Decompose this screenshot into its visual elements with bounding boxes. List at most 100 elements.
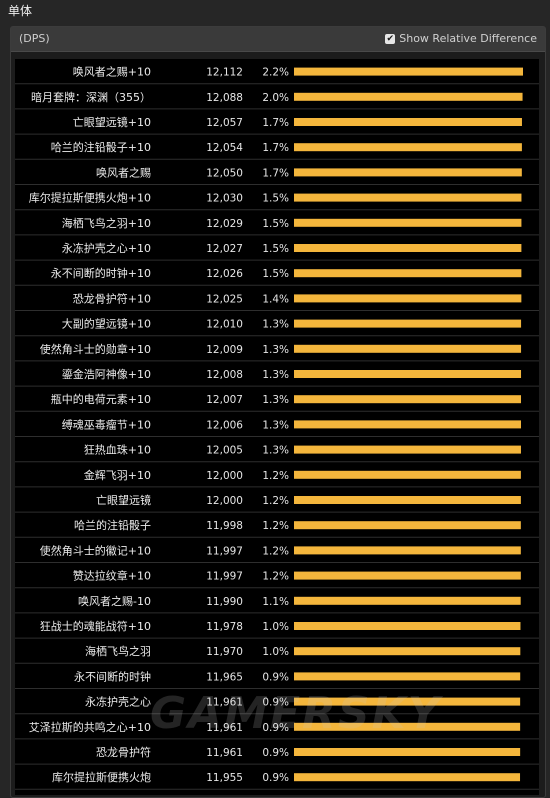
relative-diff-label: 0.9% — [262, 697, 289, 709]
relative-diff-label: 0.9% — [262, 747, 289, 759]
relative-diff-label: 1.3% — [262, 445, 289, 457]
category-label: 唤风者之赐-10 — [78, 594, 151, 608]
relative-diff-label: 1.3% — [262, 344, 289, 356]
relative-diff-label: 1.2% — [262, 571, 289, 583]
relative-diff-label: 1.5% — [262, 218, 289, 230]
checkbox-checked-icon[interactable]: ✔ — [385, 33, 396, 44]
panel-header: (DPS) ✔ Show Relative Difference — [11, 27, 545, 52]
category-label: 库尔提拉斯便携火炮 — [52, 770, 151, 784]
value-label: 11,965 — [206, 671, 243, 683]
bar — [294, 773, 521, 782]
relative-diff-label: 2.2% — [262, 67, 289, 79]
category-label: 永不间断的时钟 — [74, 669, 151, 683]
toggle-label: Show Relative Difference — [399, 32, 537, 45]
relative-diff-label: 1.1% — [262, 596, 289, 608]
relative-diff-label: 0.9% — [262, 722, 289, 734]
bar — [294, 622, 521, 630]
relative-diff-label: 1.2% — [262, 545, 289, 557]
value-label: 12,000 — [206, 495, 243, 507]
value-label: 12,005 — [206, 445, 243, 457]
value-label: 11,970 — [206, 646, 243, 658]
bar — [294, 344, 522, 353]
bar — [294, 370, 522, 378]
value-label: 12,006 — [206, 419, 243, 431]
relative-diff-label: 1.0% — [262, 621, 289, 633]
value-label: 12,007 — [206, 394, 243, 406]
bar — [294, 748, 521, 756]
chart-area: 唤风者之赐+10 12,112 2.2% 暗月套牌：深渊（355） 12,088 2.0%… — [15, 59, 539, 795]
category-label: 库尔提拉斯便携火炮+10 — [29, 191, 151, 205]
category-label: 艾泽拉斯的共鸣之心+10 — [29, 720, 151, 734]
bar — [294, 118, 522, 126]
metric-label: (DPS) — [19, 32, 50, 45]
category-label: 亡眼望远镜+10 — [73, 115, 151, 129]
relative-diff-label: 1.3% — [262, 419, 289, 431]
bar — [294, 92, 523, 101]
bar — [294, 722, 521, 731]
bar — [294, 596, 521, 605]
value-label: 12,050 — [206, 167, 243, 179]
bar — [294, 143, 522, 152]
show-relative-difference-toggle[interactable]: ✔ Show Relative Difference — [385, 32, 537, 45]
relative-diff-label: 1.5% — [262, 193, 289, 205]
value-label: 12,027 — [206, 243, 243, 255]
value-label: 12,029 — [206, 218, 243, 230]
category-label: 狂热血珠+10 — [84, 443, 151, 457]
bar — [294, 218, 522, 227]
value-label: 12,112 — [206, 67, 243, 79]
relative-diff-label: 0.9% — [262, 671, 289, 683]
category-label: 暗月套牌：深渊（355） — [31, 90, 151, 104]
value-label: 11,961 — [206, 722, 243, 734]
bar — [294, 244, 522, 252]
value-label: 12,010 — [206, 319, 243, 331]
category-label: 恐龙骨护符+10 — [73, 291, 151, 305]
category-label: 哈兰的注铅骰子+10 — [51, 140, 151, 154]
bar — [294, 67, 523, 76]
category-label: 永不间断的时钟+10 — [51, 266, 151, 280]
bar — [294, 470, 521, 479]
category-label: 海栖飞鸟之羽 — [85, 644, 151, 658]
relative-diff-label: 1.7% — [262, 142, 289, 154]
page-title: 单体 — [8, 4, 33, 18]
relative-diff-label: 2.0% — [262, 92, 289, 104]
relative-diff-label: 1.2% — [262, 495, 289, 507]
bar-chart: 唤风者之赐+10 12,112 2.2% 暗月套牌：深渊（355） 12,088 2.0%… — [15, 65, 539, 790]
bar — [294, 395, 522, 404]
category-label: 恐龙骨护符 — [96, 745, 151, 759]
value-label: 12,008 — [206, 369, 243, 381]
relative-diff-label: 0.9% — [262, 772, 289, 784]
bar — [294, 319, 522, 328]
category-label: 缚魂巫毒瘤节+10 — [62, 417, 151, 431]
category-label: 狂战士的魂能战符+10 — [40, 619, 151, 633]
bar — [294, 672, 521, 681]
category-label: 永冻护壳之心 — [85, 695, 151, 709]
category-label: 哈兰的注铅骰子 — [74, 518, 151, 532]
bar — [294, 521, 521, 530]
category-label: 使然角斗士的勋章+10 — [40, 342, 151, 356]
category-label: 大副的望远镜+10 — [62, 317, 151, 331]
category-label: 唤风者之赐 — [96, 165, 151, 179]
value-label: 12,000 — [206, 470, 243, 482]
category-label: 鎏金浩阿神像+10 — [62, 367, 151, 381]
bar — [294, 420, 521, 429]
relative-diff-label: 1.2% — [262, 520, 289, 532]
category-label: 使然角斗士的徽记+10 — [40, 543, 151, 557]
relative-diff-label: 1.0% — [262, 646, 289, 658]
category-label: 唤风者之赐+10 — [73, 65, 151, 79]
value-label: 12,025 — [206, 293, 243, 305]
bar — [294, 571, 521, 580]
value-label: 12,030 — [206, 193, 243, 205]
category-label: 金辉飞羽+10 — [84, 468, 151, 482]
relative-diff-label: 1.5% — [262, 268, 289, 280]
value-label: 12,054 — [206, 142, 243, 154]
value-label: 12,009 — [206, 344, 243, 356]
value-label: 11,997 — [206, 545, 243, 557]
value-label: 11,978 — [206, 621, 243, 633]
value-label: 12,026 — [206, 268, 243, 280]
bar — [294, 546, 521, 555]
relative-diff-label: 1.7% — [262, 167, 289, 179]
relative-diff-label: 1.2% — [262, 470, 289, 482]
bar — [294, 168, 522, 177]
value-label: 11,990 — [206, 596, 243, 608]
dps-panel: (DPS) ✔ Show Relative Difference 唤风者之赐+1… — [10, 26, 546, 798]
